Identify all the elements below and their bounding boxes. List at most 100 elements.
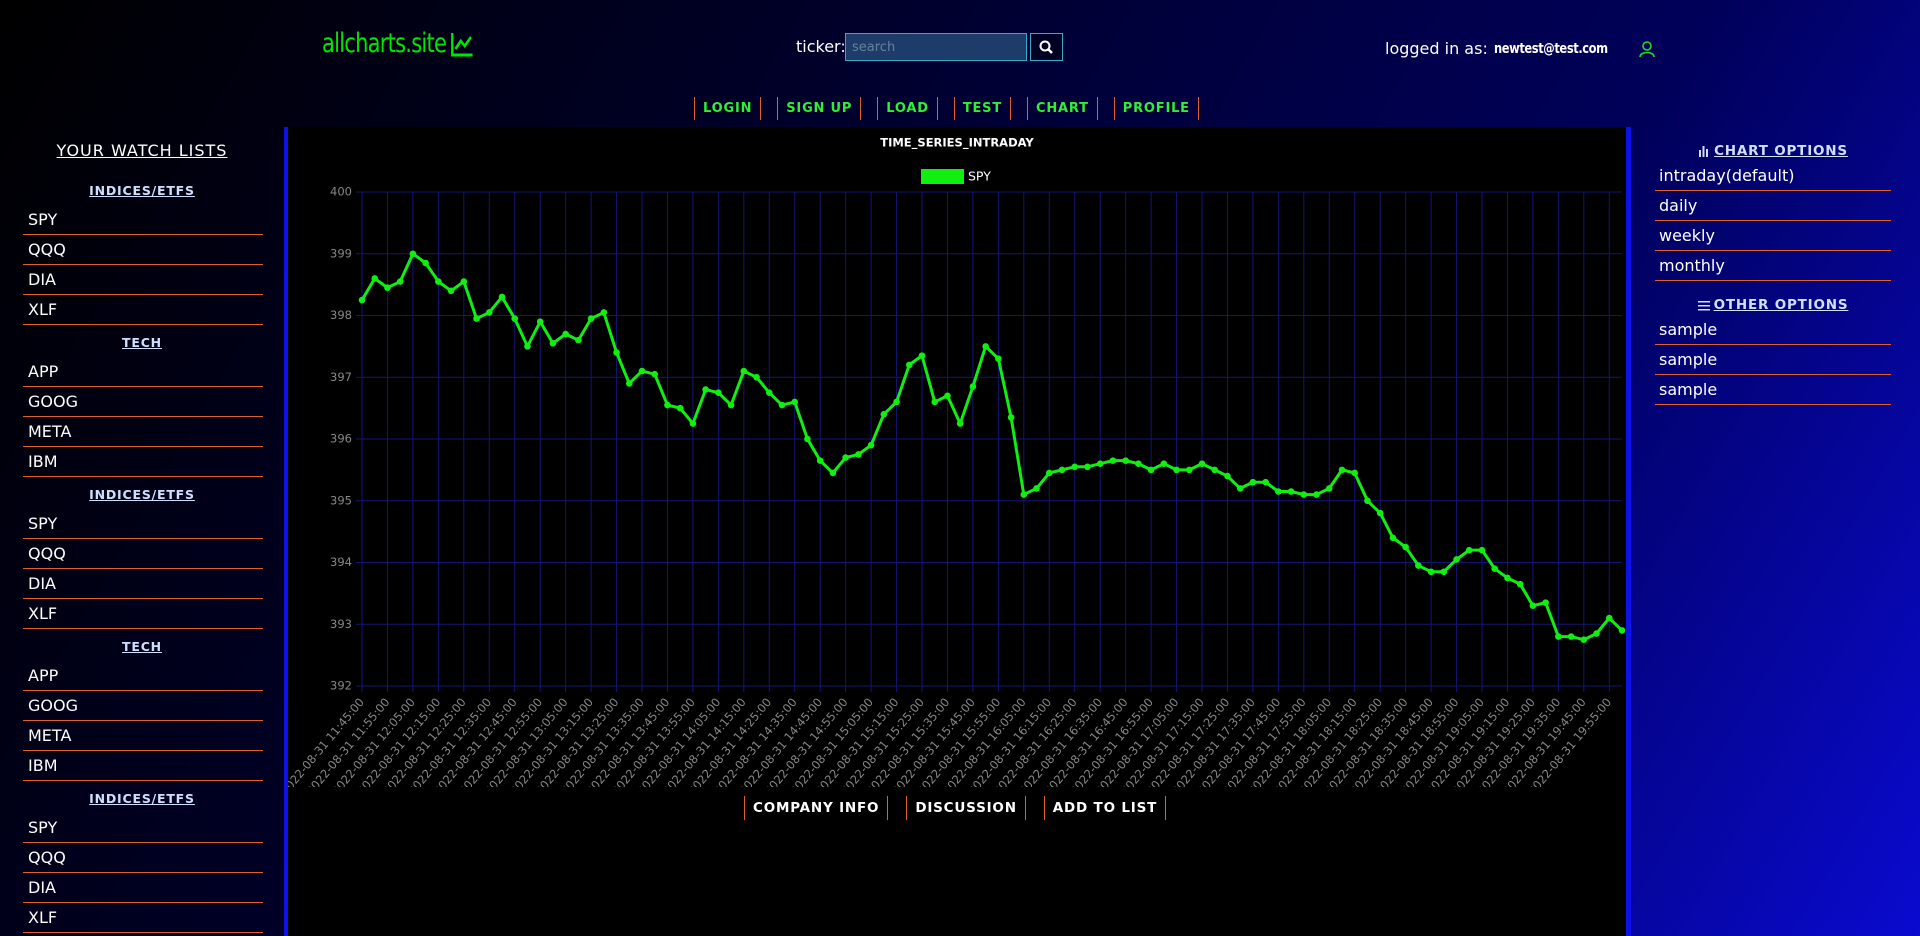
option-item[interactable]: weekly <box>1655 221 1891 251</box>
data-point <box>689 420 697 427</box>
y-tick-label: 397 <box>330 370 352 384</box>
ticker-item[interactable]: QQQ <box>23 843 263 873</box>
action-button[interactable]: COMPANY INFO <box>744 796 889 820</box>
option-item[interactable]: intraday(default) <box>1655 161 1891 191</box>
data-point <box>1580 636 1588 643</box>
option-item[interactable]: sample <box>1655 345 1891 375</box>
group-title[interactable]: INDICES/ETFS <box>89 791 195 806</box>
options-title-text[interactable]: OTHER OPTIONS <box>1713 297 1849 313</box>
data-point <box>536 318 544 325</box>
data-point <box>842 454 849 461</box>
data-point <box>740 367 748 375</box>
data-point <box>1160 460 1168 468</box>
data-point <box>804 435 811 443</box>
ticker-item[interactable]: GOOG <box>23 387 263 417</box>
nav-link[interactable]: PROFILE <box>1113 97 1199 120</box>
nav-link[interactable]: SIGN UP <box>777 97 862 120</box>
data-point <box>880 411 888 418</box>
data-point <box>893 398 900 406</box>
data-point <box>969 383 977 390</box>
search-button[interactable] <box>1030 33 1063 61</box>
chart: TIME_SERIES_INTRADAY 392 393 394 395 396 397 3… <box>278 136 1626 798</box>
data-point <box>1402 543 1409 551</box>
ticker-item[interactable]: META <box>23 721 263 751</box>
watch-group: INDICES/ETFS SPY QQQ DIA XLF <box>0 173 284 325</box>
data-point <box>982 343 989 350</box>
data-point <box>422 259 429 267</box>
data-point <box>1084 463 1091 471</box>
options-title: OTHER OPTIONS <box>1655 295 1891 315</box>
data-point <box>1529 602 1537 610</box>
y-tick-label: 396 <box>330 432 352 446</box>
action-button[interactable]: ADD TO LIST <box>1043 796 1167 820</box>
ticker-item[interactable]: META <box>23 417 263 447</box>
ticker-item[interactable]: GOOG <box>23 691 263 721</box>
options-title: CHART OPTIONS <box>1655 141 1891 161</box>
group-title[interactable]: INDICES/ETFS <box>89 183 195 198</box>
logged-in-label: logged in as: <box>1385 39 1488 58</box>
user-email[interactable]: newtest@test.com <box>1493 40 1608 57</box>
data-point <box>715 389 722 396</box>
search-input[interactable]: search <box>845 33 1027 61</box>
ticker-item[interactable]: QQQ <box>23 539 263 569</box>
data-point <box>396 278 404 285</box>
data-point <box>664 401 671 409</box>
action-button[interactable]: DISCUSSION <box>906 796 1026 820</box>
watch-group: INDICES/ETFS SPY QQQ DIA XLF <box>0 477 284 629</box>
data-point <box>460 278 468 285</box>
ticker-item[interactable]: SPY <box>23 205 263 235</box>
group-title[interactable]: TECH <box>122 639 162 654</box>
data-point <box>1185 466 1193 474</box>
data-point <box>485 309 493 316</box>
ticker-item[interactable]: IBM <box>23 447 263 477</box>
data-point <box>498 293 506 301</box>
option-item[interactable]: daily <box>1655 191 1891 221</box>
ticker-item[interactable]: IBM <box>23 751 263 781</box>
ticker-item[interactable]: SPY <box>23 509 263 539</box>
ticker-item[interactable]: DIA <box>23 569 263 599</box>
data-point <box>765 389 773 396</box>
group-title[interactable]: INDICES/ETFS <box>89 487 195 502</box>
option-item[interactable]: sample <box>1655 375 1891 405</box>
data-point <box>1020 491 1028 498</box>
data-point <box>435 278 442 285</box>
data-point <box>1109 457 1117 464</box>
options-title-text[interactable]: CHART OPTIONS <box>1714 143 1848 159</box>
data-point <box>371 275 379 282</box>
ticker-item[interactable]: XLF <box>23 599 263 629</box>
ticker-item[interactable]: XLF <box>23 903 263 933</box>
data-point <box>905 361 913 369</box>
data-point <box>1313 491 1320 498</box>
ticker-item[interactable]: DIA <box>23 873 263 903</box>
chart-title: TIME_SERIES_INTRADAY <box>880 136 1034 151</box>
y-tick-label: 393 <box>330 617 352 631</box>
y-tick-label: 392 <box>330 679 352 693</box>
data-point <box>1198 460 1206 468</box>
option-item[interactable]: sample <box>1655 315 1891 345</box>
ticker-item[interactable]: APP <box>23 357 263 387</box>
data-point <box>1071 463 1079 471</box>
data-point <box>1338 466 1346 474</box>
ticker-item[interactable]: DIA <box>23 265 263 295</box>
nav-link[interactable]: LOAD <box>877 97 938 120</box>
options-panel: CHART OPTIONS intraday(default) daily weekl… <box>1655 127 1891 405</box>
ticker-item[interactable]: SPY <box>23 813 263 843</box>
data-point <box>931 398 939 406</box>
ticker-item[interactable]: APP <box>23 661 263 691</box>
data-point <box>447 287 455 295</box>
icon <box>1697 301 1710 311</box>
ticker-item[interactable]: XLF <box>23 295 263 325</box>
nav-link[interactable]: TEST <box>953 97 1011 120</box>
option-item[interactable]: monthly <box>1655 251 1891 281</box>
data-point <box>1147 466 1155 474</box>
data-point <box>995 355 1002 363</box>
nav-link[interactable]: LOGIN <box>694 97 762 120</box>
icon <box>1699 146 1709 157</box>
logo-text[interactable]: allcharts.site <box>322 28 447 59</box>
group-title[interactable]: TECH <box>122 335 162 350</box>
logo[interactable]: allcharts.site <box>322 28 474 59</box>
ticker-item[interactable]: QQQ <box>23 235 263 265</box>
data-point <box>511 315 519 322</box>
nav-link[interactable]: CHART <box>1027 97 1098 120</box>
data-point <box>409 250 417 258</box>
